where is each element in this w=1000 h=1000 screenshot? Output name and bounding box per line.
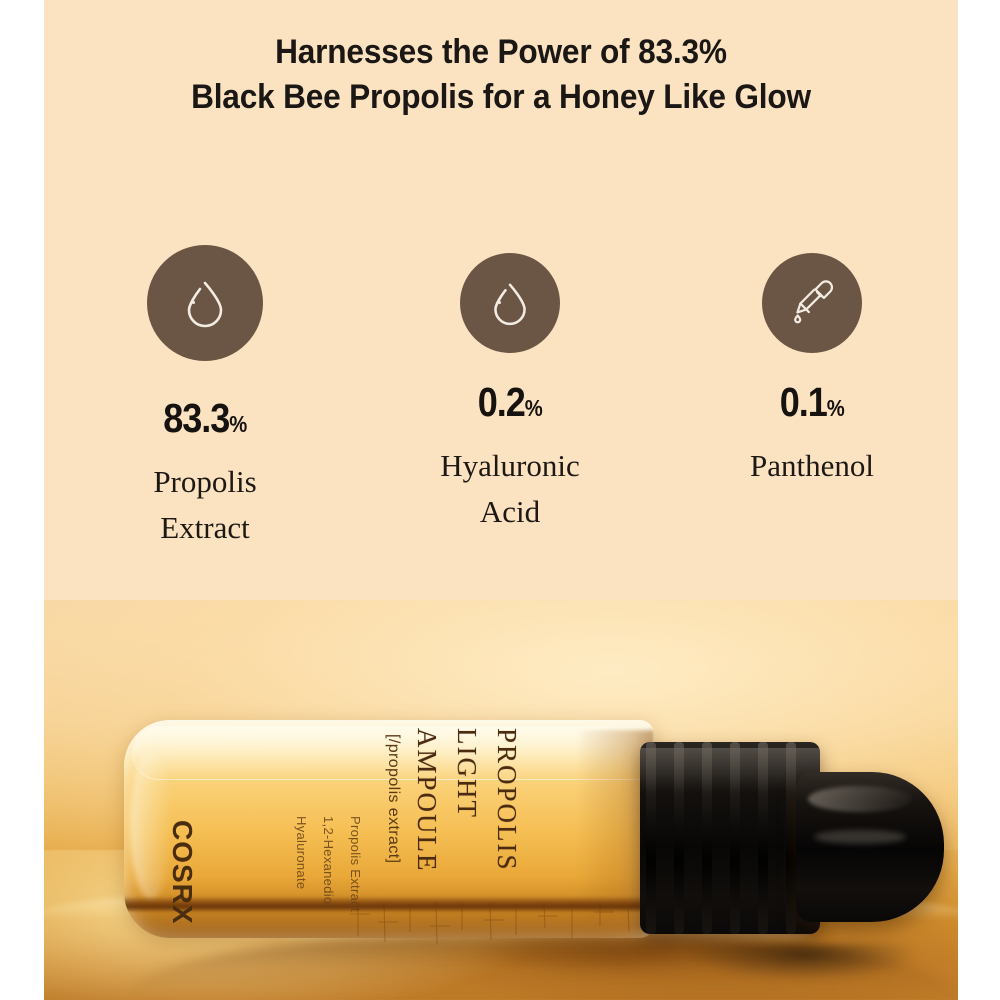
ingredient-value: 0.1 xyxy=(779,379,828,425)
cap-reflection xyxy=(644,944,958,996)
ingredient-icon-circle xyxy=(762,253,862,353)
headline-line-2: Black Bee Propolis for a Honey Like Glow xyxy=(191,78,811,116)
cream-panel: Harnesses the Power of 83.3% Black Bee P… xyxy=(44,0,958,1000)
ingredient-percent: 0.2% xyxy=(400,379,620,431)
ingredient-name-line-2: Extract xyxy=(160,510,250,545)
droplet-icon xyxy=(183,278,227,328)
cap-rib xyxy=(702,742,712,934)
ingredient-item-panthenol: 0.1% Panthenol xyxy=(687,245,937,489)
bottle-highlight xyxy=(132,726,650,780)
percent-symbol: % xyxy=(524,395,543,421)
ingredient-item-hyaluronic-acid: 0.2% Hyaluronic Acid xyxy=(385,245,635,535)
cap-rib xyxy=(786,742,796,934)
percent-symbol: % xyxy=(826,395,845,421)
bottle-ingredient-3: Hyaluronate xyxy=(294,816,309,890)
dropper-icon xyxy=(788,277,836,329)
ingredient-name-line-1: Panthenol xyxy=(750,448,874,483)
ingredient-percent: 0.1% xyxy=(702,379,922,431)
percent-symbol: % xyxy=(229,411,247,437)
cap-rib xyxy=(646,742,656,934)
bulb-highlight-secondary xyxy=(814,830,906,844)
ingredient-icon-circle xyxy=(147,245,263,361)
droplet-icon xyxy=(490,280,530,326)
headline-line-1: Harnesses the Power of 83.3% xyxy=(275,33,727,71)
dropper-bulb xyxy=(796,772,944,922)
ingredient-name: Propolis Extract xyxy=(80,459,330,551)
ingredient-name: Panthenol xyxy=(687,443,937,489)
bottle-label-line-1: PROPOLIS xyxy=(492,728,522,872)
honey-drips xyxy=(350,902,630,945)
ingredient-name-line-2: Acid xyxy=(479,494,541,529)
ingredient-value: 0.2 xyxy=(477,379,526,425)
bottle-ingredient-2: 1,2-Hexanediol xyxy=(321,816,336,908)
brand-logo: COSRX xyxy=(167,820,198,925)
ampoule-bottle: COSRX Propolis Extract 1,2-Hexanediol Hy… xyxy=(124,720,654,938)
ingredient-value: 83.3 xyxy=(163,395,230,441)
ingredient-name-line-1: Hyaluronic xyxy=(440,448,580,483)
cap-rib xyxy=(674,742,684,934)
bottle-ingredient-list: Propolis Extract 1,2-Hexanediol Hyaluron… xyxy=(294,816,363,912)
bottle-label-line-2: LIGHT xyxy=(452,728,482,819)
ingredient-name-line-1: Propolis xyxy=(153,464,257,499)
page-title: Harnesses the Power of 83.3% Black Bee P… xyxy=(76,30,926,120)
bottle-label: PROPOLIS LIGHT AMPOULE [/propolis extrac… xyxy=(384,728,522,938)
bottle-label-subtitle: [/propolis extract] xyxy=(385,734,402,864)
bottle-liquid-line xyxy=(124,896,654,912)
dropper-cap xyxy=(640,742,820,934)
cap-rib xyxy=(730,742,740,934)
ingredient-item-propolis-extract: 83.3% Propolis Extract xyxy=(80,245,330,551)
bottle-ingredient-1: Propolis Extract xyxy=(348,816,363,912)
bottle-glint xyxy=(130,750,172,900)
ingredient-stats: 83.3% Propolis Extract 0.2% xyxy=(44,245,958,575)
bulb-highlight xyxy=(808,786,912,812)
ingredient-icon-circle xyxy=(460,253,560,353)
cap-rib xyxy=(758,742,768,934)
ingredient-percent: 83.3% xyxy=(95,395,315,447)
ingredient-name: Hyaluronic Acid xyxy=(385,443,635,535)
product-photo: COSRX Propolis Extract 1,2-Hexanediol Hy… xyxy=(44,600,958,1000)
bottle-label-line-3: AMPOULE xyxy=(412,728,442,873)
